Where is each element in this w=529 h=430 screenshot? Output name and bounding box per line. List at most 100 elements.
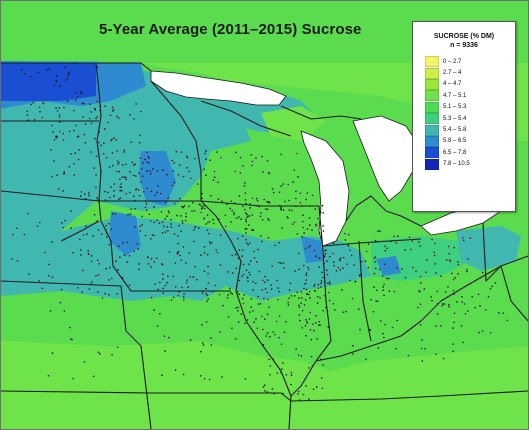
sample-dot	[80, 191, 83, 193]
sample-dot	[302, 264, 305, 267]
sample-dot	[100, 144, 102, 147]
sample-dot	[313, 285, 316, 287]
blue-region-dakota	[1, 63, 96, 101]
sample-dot	[177, 294, 180, 297]
sample-dot	[334, 309, 336, 311]
sample-dot	[193, 210, 196, 212]
sample-dot	[221, 376, 223, 378]
sample-dot	[251, 164, 253, 167]
sample-dot	[339, 257, 342, 259]
sample-dot	[83, 361, 86, 363]
sample-dot	[210, 344, 213, 346]
sample-dot	[444, 291, 447, 293]
sample-dot	[69, 326, 71, 329]
sample-dot	[41, 116, 44, 119]
sample-dot	[166, 173, 168, 176]
sample-dot	[158, 222, 161, 224]
sample-dot	[172, 275, 174, 278]
sample-dot	[49, 310, 52, 312]
sample-dot	[149, 220, 152, 222]
sample-dot	[382, 286, 384, 288]
sample-dot	[309, 297, 311, 299]
sample-dot	[98, 131, 101, 133]
sample-dot	[141, 175, 144, 177]
sample-dot	[189, 339, 192, 341]
sample-dot	[278, 315, 281, 318]
sample-dot	[377, 347, 380, 349]
sample-dot	[435, 353, 437, 356]
sample-dot	[84, 141, 87, 144]
sample-dot	[383, 294, 385, 297]
sample-dot	[256, 199, 259, 202]
sample-dot	[115, 139, 117, 141]
sample-dot	[113, 183, 116, 185]
sample-dot	[502, 312, 504, 315]
sample-dot	[87, 253, 90, 255]
sample-dot	[457, 273, 459, 275]
sample-dot	[420, 347, 423, 350]
legend-label: 5.1 – 5.3	[443, 104, 467, 111]
sample-dot	[110, 228, 113, 231]
legend-label: 5.3 – 5.4	[443, 115, 467, 122]
sample-dot	[120, 189, 123, 192]
sample-dot	[208, 232, 210, 235]
sample-dot	[74, 92, 77, 94]
sample-dot	[306, 320, 308, 323]
sample-dot	[246, 319, 249, 321]
sample-dot	[206, 229, 209, 231]
sample-dot	[258, 270, 261, 273]
sample-dot	[266, 160, 269, 162]
sample-dot	[264, 288, 267, 290]
sample-dot	[90, 260, 93, 263]
sample-dot	[108, 222, 110, 225]
lake-huron	[352, 115, 420, 202]
sample-dot	[167, 197, 170, 199]
sample-dot	[78, 149, 80, 151]
sample-dot	[96, 196, 98, 199]
sample-dot	[75, 99, 77, 101]
sample-dot	[177, 235, 179, 237]
sample-dot	[205, 287, 207, 290]
sample-dot	[267, 279, 269, 281]
sample-dot	[387, 277, 390, 280]
sample-dot	[162, 278, 164, 280]
sample-dot	[211, 290, 214, 293]
sample-dot	[352, 345, 354, 347]
sample-dot	[383, 263, 386, 266]
sample-dot	[281, 227, 283, 229]
sample-dot	[156, 219, 158, 222]
sample-dot	[105, 229, 107, 231]
sample-dot	[489, 331, 492, 334]
sample-dot	[245, 232, 247, 234]
sample-dot	[426, 259, 428, 261]
sample-dot	[305, 272, 308, 274]
sample-dot	[335, 270, 338, 272]
sample-dot	[140, 110, 142, 113]
sample-dot	[213, 176, 216, 178]
sample-dot	[314, 208, 317, 210]
sample-dot	[63, 106, 65, 109]
sample-dot	[36, 225, 39, 227]
sample-dot	[182, 373, 185, 376]
sample-dot	[33, 119, 36, 121]
sample-dot	[277, 261, 280, 264]
sample-dot	[245, 202, 247, 205]
sample-dot	[278, 204, 281, 207]
sample-dot	[261, 240, 263, 243]
sample-dot	[186, 279, 188, 282]
sample-dot	[457, 261, 459, 263]
sample-dot	[452, 289, 455, 292]
sample-dot	[185, 282, 188, 284]
sample-dot	[123, 254, 126, 256]
sample-dot	[231, 327, 233, 330]
sample-dot	[100, 233, 103, 235]
sample-dot	[319, 211, 322, 213]
sample-dot	[182, 296, 185, 298]
sample-dot	[329, 255, 331, 258]
sample-dot	[320, 271, 323, 274]
sample-dot	[411, 240, 414, 242]
sample-dot	[96, 115, 99, 118]
sample-dot	[70, 338, 72, 340]
sample-dot	[177, 251, 180, 253]
